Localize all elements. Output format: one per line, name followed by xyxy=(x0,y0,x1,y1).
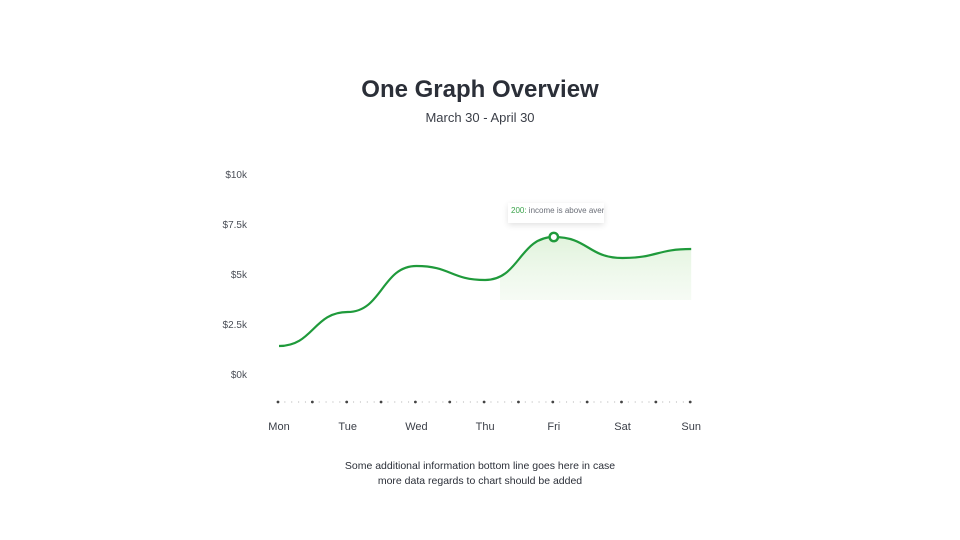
tooltip-text: income is above average xyxy=(528,206,604,215)
axis-dot xyxy=(310,400,314,404)
axis-dot xyxy=(688,400,692,404)
footnote: Some additional information bottom line … xyxy=(0,459,960,489)
axis-minor-dot xyxy=(476,401,478,403)
axis-minor-dot xyxy=(462,401,465,403)
axis-dot xyxy=(551,400,555,404)
axis-dot xyxy=(414,400,417,404)
axis-minor-dot xyxy=(504,401,506,403)
axis-minor-dot xyxy=(538,401,540,403)
series-line xyxy=(278,235,692,348)
axis-minor-dot xyxy=(600,401,602,403)
axis-minor-dot xyxy=(352,401,355,403)
axis-dot xyxy=(482,400,486,404)
y-tick-label: $10k xyxy=(225,170,248,181)
y-axis: $0k $2.5k $5k $7.5k $10k xyxy=(223,170,248,381)
y-tick-label: $0k xyxy=(231,370,248,381)
x-tick-label: Tue xyxy=(338,421,357,433)
y-tick-label: $7.5k xyxy=(223,220,248,231)
axis-minor-dot xyxy=(428,401,430,403)
axis-minor-dot xyxy=(627,401,629,403)
axis-minor-dot xyxy=(359,401,362,403)
axis-minor-dot xyxy=(394,401,396,403)
axis-minor-dot xyxy=(284,401,286,403)
axis-minor-dot xyxy=(339,401,341,403)
axis-minor-dot xyxy=(387,401,389,403)
axis-minor-dot xyxy=(668,401,671,403)
axis-minor-dot xyxy=(524,401,526,403)
axis-minor-dot xyxy=(497,401,499,403)
axis-minor-dot xyxy=(675,401,678,403)
axis-minor-dot xyxy=(401,401,403,403)
x-tick-label: Mon xyxy=(268,421,289,433)
x-axis-dots xyxy=(276,400,692,404)
axis-minor-dot xyxy=(366,401,368,403)
axis-minor-dot xyxy=(614,401,616,403)
axis-minor-dot xyxy=(490,401,492,403)
axis-minor-dot xyxy=(641,401,643,403)
axis-minor-dot xyxy=(579,401,581,403)
axis-minor-dot xyxy=(456,401,458,403)
axis-minor-dot xyxy=(662,401,664,403)
axis-minor-dot xyxy=(607,401,609,403)
date-range-subtitle: March 30 - April 30 xyxy=(425,110,535,125)
axis-minor-dot xyxy=(332,401,334,403)
axis-minor-dot xyxy=(634,401,636,403)
axis-minor-dot xyxy=(318,401,320,403)
footnote-line-1: Some additional information bottom line … xyxy=(344,460,616,472)
footnote-line-2: more data regards to chart should be add… xyxy=(377,475,583,487)
chart-tooltip: 200: income is above average xyxy=(508,203,604,223)
axis-minor-dot xyxy=(298,401,300,403)
y-tick-label: $5k xyxy=(231,270,248,281)
x-tick-label: Thu xyxy=(476,421,495,433)
data-points xyxy=(548,231,560,243)
axis-minor-dot xyxy=(531,401,533,403)
axis-dot xyxy=(276,400,280,404)
axis-minor-dot xyxy=(325,401,327,403)
axis-minor-dot xyxy=(572,401,575,403)
x-tick-label: Sun xyxy=(681,421,701,433)
axis-dot xyxy=(448,400,452,404)
axis-minor-dot xyxy=(469,401,471,403)
axis-minor-dot xyxy=(304,401,307,403)
axis-dot xyxy=(654,400,658,404)
axis-minor-dot xyxy=(682,401,684,403)
y-tick-label: $2.5k xyxy=(223,320,248,331)
x-tick-label: Wed xyxy=(405,421,427,433)
axis-minor-dot xyxy=(407,401,410,403)
axis-minor-dot xyxy=(559,401,561,403)
highlighted-point[interactable] xyxy=(548,231,560,243)
axis-minor-dot xyxy=(510,401,513,403)
axis-dot xyxy=(620,400,623,404)
x-tick-label: Fri xyxy=(547,421,560,433)
axis-minor-dot xyxy=(648,401,650,403)
axis-dot xyxy=(345,400,349,404)
axis-minor-dot xyxy=(291,401,293,403)
x-tick-label: Sat xyxy=(614,421,631,433)
axis-minor-dot xyxy=(373,401,375,403)
axis-minor-dot xyxy=(421,401,423,403)
axis-dot xyxy=(379,400,383,404)
axis-minor-dot xyxy=(442,401,444,403)
axis-dot xyxy=(517,400,520,404)
axis-minor-dot xyxy=(593,401,595,403)
axis-minor-dot xyxy=(435,401,437,403)
axis-dot xyxy=(585,400,589,404)
x-axis: Mon Tue Wed Thu Fri Sat Sun xyxy=(268,421,701,433)
page-title: One Graph Overview xyxy=(361,76,599,103)
axis-minor-dot xyxy=(565,401,568,403)
series-area xyxy=(500,237,692,300)
tooltip-value: 200: xyxy=(511,206,527,215)
axis-minor-dot xyxy=(545,401,547,403)
